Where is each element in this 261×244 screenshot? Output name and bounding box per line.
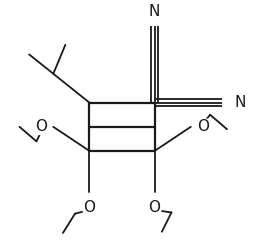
Text: O: O [35, 119, 47, 134]
Text: O: O [84, 200, 96, 215]
Text: O: O [149, 200, 161, 215]
Text: N: N [234, 95, 246, 110]
Text: N: N [149, 3, 160, 19]
Text: O: O [197, 119, 209, 134]
